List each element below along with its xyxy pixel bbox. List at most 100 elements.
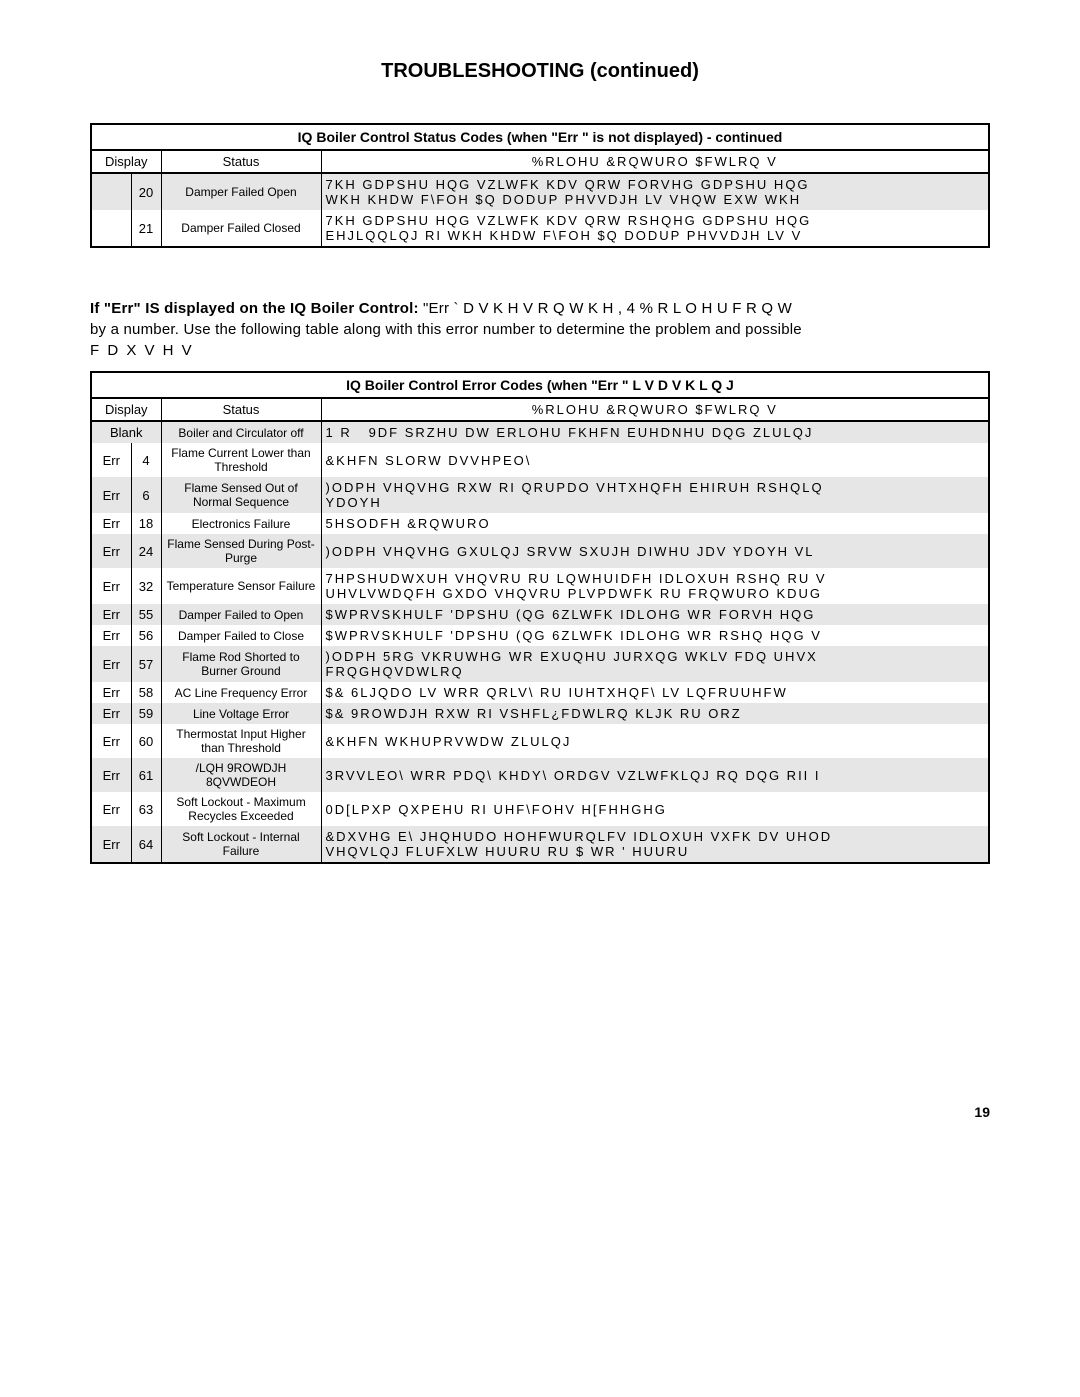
table-row: Err61/LQH 9ROWDJH 8QVWDEOH3RVVLEO\ WRR P… — [91, 758, 989, 792]
action-cell: $WPRVSKHULF 'DPSHU (QG 6ZLWFK IDLOHG WR … — [321, 625, 989, 646]
display-col-1: Err — [91, 513, 131, 534]
display-col-2: 4 — [131, 443, 161, 477]
table1-head-action: %RLOHU &RQWURO $FWLRQ V — [321, 150, 989, 173]
table1-title: IQ Boiler Control Status Codes (when "Er… — [91, 124, 989, 150]
page-title: TROUBLESHOOTING (continued) — [90, 60, 990, 83]
display-col-2: 64 — [131, 826, 161, 863]
display-col-2: 6 — [131, 477, 161, 513]
mid-line2: by a number. Use the following table alo… — [90, 321, 802, 338]
status-cell: Electronics Failure — [161, 513, 321, 534]
action-cell: $& 9ROWDJH RXW RI VSHFL¿FDWLRQ KLJK RU O… — [321, 703, 989, 724]
action-cell: 5HSODFH &RQWURO — [321, 513, 989, 534]
display-col-2: 59 — [131, 703, 161, 724]
action-cell: 1 R 9DF SRZHU DW ERLOHU FKHFN EUHDNHU DQ… — [321, 421, 989, 443]
table-row: Err6Flame Sensed Out of Normal Sequence)… — [91, 477, 989, 513]
display-col-1 — [91, 210, 131, 247]
action-cell: 0D[LPXP QXPEHU RI UHF\FOHV H[FHHGHG — [321, 792, 989, 826]
error-codes-table: IQ Boiler Control Error Codes (when "Err… — [90, 371, 990, 864]
display-col-2: 63 — [131, 792, 161, 826]
table1-head-display: Display — [91, 150, 161, 173]
table2-head-action: %RLOHU &RQWURO $FWLRQ V — [321, 398, 989, 421]
page-number: 19 — [90, 1104, 990, 1120]
table-row: Err64Soft Lockout - Internal Failure&DXV… — [91, 826, 989, 863]
action-cell: 7KH GDPSHU HQG VZLWFK KDV QRW FORVHG GDP… — [321, 173, 989, 210]
display-col-1: Err — [91, 682, 131, 703]
display-col-1 — [91, 173, 131, 210]
action-cell: &DXVHG E\ JHQHUDO HOHFWURQLFV IDLOXUH VX… — [321, 826, 989, 863]
table2-head-display: Display — [91, 398, 161, 421]
table-row: Err57Flame Rod Shorted to Burner Ground)… — [91, 646, 989, 682]
mid-line1a: If "Err" IS displayed on the IQ Boiler C… — [90, 300, 423, 317]
display-col-2: 56 — [131, 625, 161, 646]
display-col-2: 32 — [131, 568, 161, 604]
display-col-1: Err — [91, 568, 131, 604]
display-col-2: 18 — [131, 513, 161, 534]
status-cell: Damper Failed to Close — [161, 625, 321, 646]
status-cell: Soft Lockout - Internal Failure — [161, 826, 321, 863]
display-col-1: Err — [91, 604, 131, 625]
mid-line1b: "Err ` D V K H V R Q W K H , 4 % R L O H… — [423, 300, 792, 317]
table-row: Err56Damper Failed to Close$WPRVSKHULF '… — [91, 625, 989, 646]
status-cell: Soft Lockout - Maximum Recycles Exceeded — [161, 792, 321, 826]
status-cell: Boiler and Circulator off — [161, 421, 321, 443]
table-row: 21Damper Failed Closed7KH GDPSHU HQG VZL… — [91, 210, 989, 247]
table-row: BlankBoiler and Circulator off1 R 9DF SR… — [91, 421, 989, 443]
table-row: Err55Damper Failed to Open$WPRVSKHULF 'D… — [91, 604, 989, 625]
table-row: Err18Electronics Failure5HSODFH &RQWURO — [91, 513, 989, 534]
action-cell: $& 6LJQDO LV WRR QRLV\ RU IUHTXHQF\ LV L… — [321, 682, 989, 703]
display-col-1: Err — [91, 826, 131, 863]
action-cell: 7KH GDPSHU HQG VZLWFK KDV QRW RSHQHG GDP… — [321, 210, 989, 247]
action-cell: 3RVVLEO\ WRR PDQ\ KHDY\ ORDGV VZLWFKLQJ … — [321, 758, 989, 792]
status-cell: Flame Sensed During Post-Purge — [161, 534, 321, 568]
table-row: Err4Flame Current Lower than Threshold&K… — [91, 443, 989, 477]
mid-line3: F D X V H V — [90, 342, 194, 359]
action-cell: )ODPH 5RG VKRUWHG WR EXUQHU JURXQG WKLV … — [321, 646, 989, 682]
status-cell: Flame Current Lower than Threshold — [161, 443, 321, 477]
action-cell: &KHFN SLORW DVVHPEO\ — [321, 443, 989, 477]
status-cell: Flame Rod Shorted to Burner Ground — [161, 646, 321, 682]
status-cell: Line Voltage Error — [161, 703, 321, 724]
display-col-2: 20 — [131, 173, 161, 210]
action-cell: )ODPH VHQVHG RXW RI QRUPDO VHTXHQFH EHIR… — [321, 477, 989, 513]
table2-title: IQ Boiler Control Error Codes (when "Err… — [91, 372, 989, 398]
display-col-1: Blank — [91, 421, 161, 443]
table1-head-status: Status — [161, 150, 321, 173]
table-row: Err32Temperature Sensor Failure7HPSHUDWX… — [91, 568, 989, 604]
display-col-2: 21 — [131, 210, 161, 247]
status-cell: Thermostat Input Higher than Threshold — [161, 724, 321, 758]
status-cell: Flame Sensed Out of Normal Sequence — [161, 477, 321, 513]
display-col-1: Err — [91, 703, 131, 724]
display-col-2: 57 — [131, 646, 161, 682]
action-cell: 7HPSHUDWXUH VHQVRU RU LQWHUIDFH IDLOXUH … — [321, 568, 989, 604]
display-col-2: 61 — [131, 758, 161, 792]
table-row: Err63Soft Lockout - Maximum Recycles Exc… — [91, 792, 989, 826]
action-cell: )ODPH VHQVHG GXULQJ SRVW SXUJH DIWHU JDV… — [321, 534, 989, 568]
display-col-1: Err — [91, 534, 131, 568]
status-cell: Damper Failed Closed — [161, 210, 321, 247]
action-cell: &KHFN WKHUPRVWDW ZLULQJ — [321, 724, 989, 758]
table-row: Err59Line Voltage Error$& 9ROWDJH RXW RI… — [91, 703, 989, 724]
display-col-1: Err — [91, 477, 131, 513]
table2-head-status: Status — [161, 398, 321, 421]
display-col-1: Err — [91, 792, 131, 826]
display-col-1: Err — [91, 724, 131, 758]
display-col-2: 55 — [131, 604, 161, 625]
display-col-1: Err — [91, 758, 131, 792]
mid-paragraph: If "Err" IS displayed on the IQ Boiler C… — [90, 298, 990, 361]
table-row: 20Damper Failed Open7KH GDPSHU HQG VZLWF… — [91, 173, 989, 210]
action-cell: $WPRVSKHULF 'DPSHU (QG 6ZLWFK IDLOHG WR … — [321, 604, 989, 625]
status-cell: Damper Failed Open — [161, 173, 321, 210]
display-col-1: Err — [91, 625, 131, 646]
status-cell: AC Line Frequency Error — [161, 682, 321, 703]
table-row: Err60Thermostat Input Higher than Thresh… — [91, 724, 989, 758]
display-col-1: Err — [91, 443, 131, 477]
status-cell: Temperature Sensor Failure — [161, 568, 321, 604]
display-col-1: Err — [91, 646, 131, 682]
display-col-2: 58 — [131, 682, 161, 703]
status-cell: /LQH 9ROWDJH 8QVWDEOH — [161, 758, 321, 792]
display-col-2: 60 — [131, 724, 161, 758]
status-codes-table: IQ Boiler Control Status Codes (when "Er… — [90, 123, 990, 248]
display-col-2: 24 — [131, 534, 161, 568]
table-row: Err58AC Line Frequency Error$& 6LJQDO LV… — [91, 682, 989, 703]
status-cell: Damper Failed to Open — [161, 604, 321, 625]
